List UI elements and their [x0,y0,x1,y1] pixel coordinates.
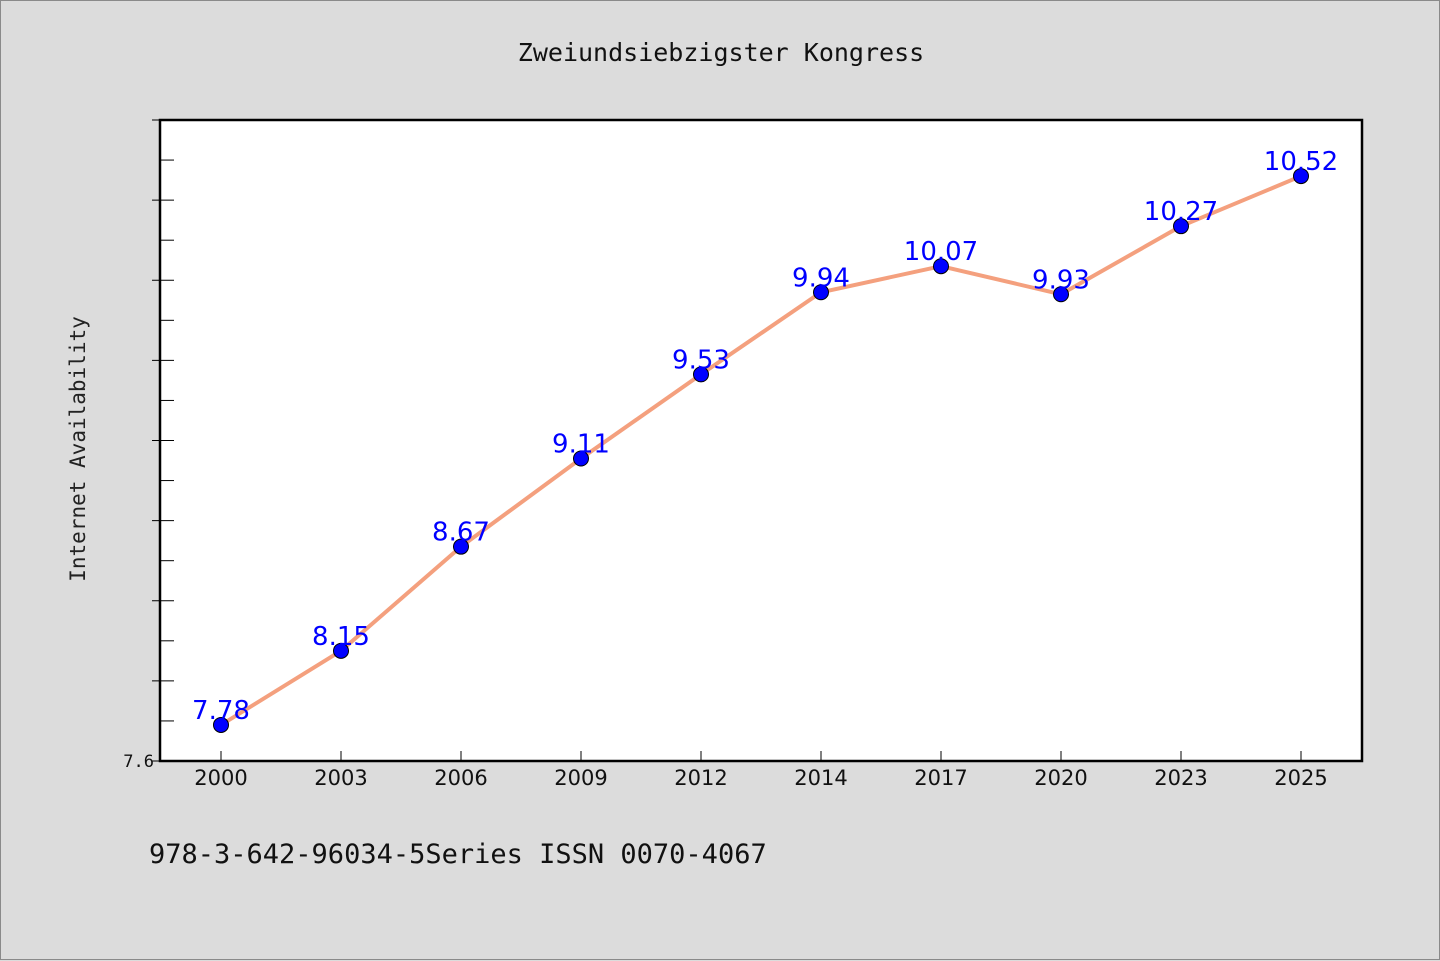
data-point [813,284,829,301]
data-point [453,538,469,555]
data-point [1173,218,1189,235]
x-tick-label: 2003 [314,766,367,790]
y-tick-label: 7.6 [123,752,154,772]
x-axis-ticks: 2000 2003 2006 2009 2012 2014 2017 2020 2023 2025 [194,751,1328,790]
x-tick-label: 2023 [1154,766,1207,790]
x-tick-label: 2006 [434,766,487,790]
series-line-group [219,174,1302,727]
y-axis-label: Internet Availability [66,316,90,582]
x-tick-label: 2020 [1034,766,1087,790]
data-point [693,366,709,383]
x-tick-label: 2017 [914,766,967,790]
data-label: 10.52 [1264,147,1338,177]
x-tick-label: 2009 [554,766,607,790]
data-markers [213,168,1309,733]
data-label: 8.15 [312,622,370,652]
data-label: 9.94 [792,263,850,293]
data-point [933,258,949,275]
x-tick-label: 2012 [674,766,727,790]
data-label: 8.67 [432,518,490,548]
data-point [333,642,349,659]
data-label: 9.11 [552,430,610,460]
data-label: 10.27 [1144,197,1218,227]
y-axis-ticks: 7.6 [123,119,174,772]
plot-area [158,118,1364,763]
chart-title: Zweiundsiebzigster Kongress [518,38,924,67]
data-point [1053,286,1069,303]
series-line [219,174,1302,727]
data-point [213,716,229,733]
x-tick-label: 2000 [194,766,247,790]
x-tick-label: 2014 [794,766,847,790]
data-point [1293,168,1309,185]
data-label: 7.78 [192,696,250,726]
footer-isbn-text: 978-3-642-96034-5Series ISSN 0070-4067 [149,839,767,870]
data-label: 9.53 [672,345,730,375]
x-tick-label: 2025 [1274,766,1327,790]
data-label: 10.07 [904,237,978,267]
data-label: 9.93 [1032,265,1090,295]
data-labels: 7.78 8.15 8.67 9.11 9.53 9.94 10.07 9.93 10.27 10… [192,147,1338,726]
data-point [573,450,589,467]
